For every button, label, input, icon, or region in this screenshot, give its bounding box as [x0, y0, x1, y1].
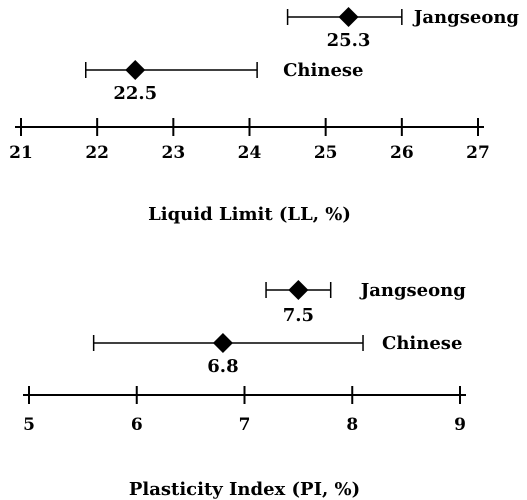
series-name-label: Chinese	[283, 60, 363, 81]
series-name-label: Jangseong	[412, 7, 520, 28]
series-name-label: Jangseong	[359, 280, 467, 301]
ll-tick-label: 21	[9, 143, 33, 163]
ll-series-chinese: 22.5 Chinese	[84, 60, 364, 104]
ll-tick-label: 24	[238, 143, 262, 163]
mean-marker	[125, 60, 146, 80]
pi-tick-label: 9	[454, 415, 466, 435]
ll-series-jangseong: 25.3 Jangseong	[286, 7, 520, 51]
ll-tick-label: 23	[161, 143, 185, 163]
ll-tick-label: 26	[390, 143, 414, 163]
ll-axis-label: Liquid Limit (LL, %)	[148, 204, 351, 225]
pi-tick-label: 7	[239, 415, 251, 435]
mean-marker	[212, 333, 233, 353]
value-label: 7.5	[283, 305, 314, 326]
pi-series-jangseong: 7.5 Jangseong	[265, 280, 467, 326]
value-label: 22.5	[113, 83, 157, 104]
ll-tick-label: 25	[314, 143, 338, 163]
value-label: 25.3	[327, 30, 371, 51]
pi-tick-label: 5	[23, 415, 35, 435]
pi-tick-label: 6	[131, 415, 143, 435]
mean-marker	[288, 280, 309, 300]
ll-tick-label: 22	[85, 143, 109, 163]
pi-tick-label: 8	[346, 415, 358, 435]
pi-series-chinese: 6.8 Chinese	[92, 333, 462, 377]
plasticity-index-panel: 5 6 7 8 9 Plasticity Index (PI, %) 7.5 Jangseon…	[23, 280, 466, 500]
series-name-label: Chinese	[382, 333, 462, 354]
mean-marker	[338, 7, 359, 27]
liquid-limit-panel: 21 22 23 24 25 26 27 Liquid Limit (LL, %) 25.3 Ja…	[9, 7, 519, 225]
ll-tick-label: 27	[466, 143, 490, 163]
pi-axis-label: Plasticity Index (PI, %)	[129, 479, 360, 500]
value-label: 6.8	[207, 356, 238, 377]
